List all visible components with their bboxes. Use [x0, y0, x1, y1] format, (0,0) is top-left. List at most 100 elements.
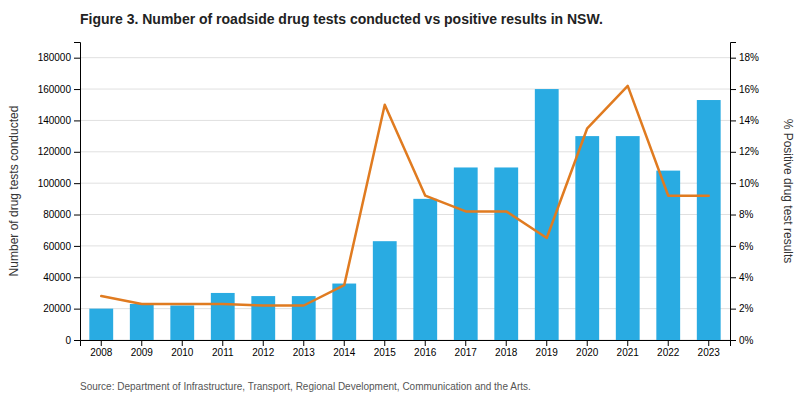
tick: 14% [730, 115, 759, 126]
tick: 2010 [171, 340, 194, 358]
tick-label: 2020 [576, 347, 599, 358]
tick: 4% [730, 272, 754, 283]
tick: 60000 [43, 241, 80, 252]
tick: 6% [730, 241, 754, 252]
tick-label: 4% [739, 272, 754, 283]
bar [373, 241, 397, 340]
tick: 16% [730, 84, 759, 95]
tick-label: 2008 [90, 347, 113, 358]
tick-label: 2021 [617, 347, 640, 358]
tick-mark [74, 277, 80, 278]
grid [80, 58, 730, 340]
marks [89, 86, 720, 340]
tick: 2% [730, 303, 754, 314]
tick-mark [74, 89, 80, 90]
tick: 2013 [293, 340, 316, 358]
bar [251, 296, 275, 340]
tick: 2023 [698, 340, 721, 358]
chart: Figure 3. Number of roadside drug tests … [0, 0, 800, 400]
tick-mark [74, 340, 80, 341]
tick-mark [730, 277, 736, 278]
x-axis: 2008 2009 2010 2011 2012 2013 2014 2015 2016 2017… [81, 340, 731, 358]
tick-label: 2016 [414, 347, 437, 358]
tick: 120000 [38, 146, 80, 157]
tick: 180000 [38, 52, 80, 63]
bar [616, 136, 640, 340]
tick: 0 [65, 335, 80, 346]
tick-label: 180000 [38, 52, 72, 63]
tick-label: 2011 [212, 347, 234, 358]
tick-mark [141, 340, 142, 346]
tick-label: 12% [739, 146, 759, 157]
tick: 2021 [617, 340, 640, 358]
tick: 80000 [43, 209, 80, 220]
grid-line [80, 57, 730, 58]
bar [89, 309, 113, 340]
tick-mark [730, 215, 736, 216]
tick-mark [182, 340, 183, 346]
tick: 2008 [90, 340, 113, 358]
tick: 2018 [495, 340, 518, 358]
tick-label: 2018 [495, 347, 518, 358]
tick-mark [730, 89, 736, 90]
tick-label: 120000 [38, 146, 72, 157]
tick-label: 20000 [43, 303, 71, 314]
tick-mark [101, 340, 102, 346]
tick-mark [730, 246, 736, 247]
tick: 8% [730, 209, 754, 220]
bar-series [89, 89, 720, 340]
bar [454, 167, 478, 340]
bar [494, 167, 518, 340]
tick: 18% [730, 52, 759, 63]
tick: 40000 [43, 272, 80, 283]
tick-label: 60000 [43, 241, 71, 252]
tick-label: 2022 [657, 347, 680, 358]
title: Figure 3. Number of roadside drug tests … [80, 11, 603, 27]
tick: 2017 [455, 340, 478, 358]
tick-label: 18% [739, 52, 759, 63]
tick-mark [708, 340, 709, 346]
tick-mark [74, 215, 80, 216]
tick: 20000 [43, 303, 80, 314]
annotation: Source: Department of Infrastructure, Tr… [80, 381, 531, 392]
tick-mark [74, 58, 80, 59]
bar [130, 304, 154, 340]
tick: 160000 [38, 84, 80, 95]
tick-mark [384, 340, 385, 346]
line [101, 86, 708, 306]
axis-domain [74, 43, 81, 341]
bar [170, 305, 194, 340]
tick-mark [587, 340, 588, 346]
tick-mark [263, 340, 264, 346]
tick-mark [546, 340, 547, 346]
tick-label: 16% [739, 84, 759, 95]
tick: 2011 [212, 340, 234, 358]
tick: 2019 [536, 340, 559, 358]
tick-label: 160000 [38, 84, 72, 95]
bar [211, 293, 235, 340]
tick-mark [425, 340, 426, 346]
tick-mark [730, 120, 736, 121]
tick-mark [74, 120, 80, 121]
tick-mark [730, 152, 736, 153]
tick-label: 2009 [131, 347, 154, 358]
tick: 2022 [657, 340, 680, 358]
tick-label: 2010 [171, 347, 194, 358]
tick-label: 2023 [698, 347, 721, 358]
tick-label: 6% [739, 241, 754, 252]
tick-label: 2015 [374, 347, 397, 358]
tick: 2020 [576, 340, 599, 358]
tick-mark [730, 309, 736, 310]
tick-label: 2013 [293, 347, 316, 358]
bar [332, 284, 356, 340]
tick-label: 2014 [333, 347, 356, 358]
tick-label: 8% [739, 209, 754, 220]
tick-mark [74, 183, 80, 184]
tick-label: 40000 [43, 272, 71, 283]
tick: 10% [730, 178, 759, 189]
tick-mark [303, 340, 304, 346]
tick: 2014 [333, 340, 356, 358]
tick: 2012 [252, 340, 275, 358]
tick-label: 2012 [252, 347, 275, 358]
tick-mark [668, 340, 669, 346]
